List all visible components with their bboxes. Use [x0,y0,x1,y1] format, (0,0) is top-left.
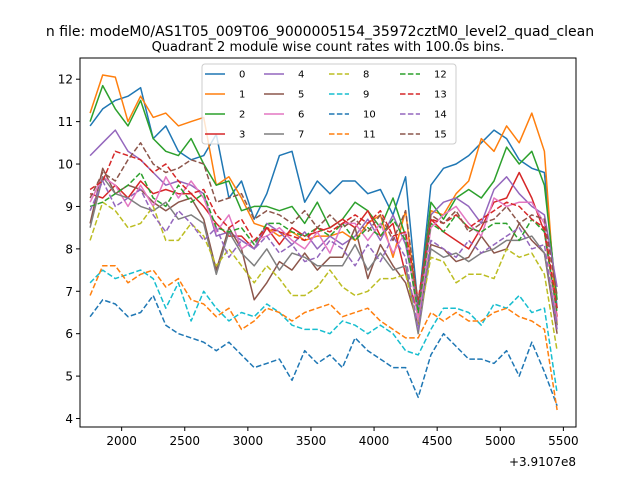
legend-label-2: 2 [239,110,245,121]
legend-label-6: 6 [298,110,304,121]
x-axis-offset-label: +3.9107e8 [509,455,576,469]
y-tick-label: 11 [58,115,73,129]
legend-label-7: 7 [298,130,304,141]
axes-frame [79,57,577,428]
series-line-9 [89,269,558,394]
x-tick-label: 5500 [548,434,579,448]
y-tick-label: 9 [65,200,73,214]
legend-label-5: 5 [298,90,304,101]
series-line-2 [89,84,558,314]
y-tick-label: 4 [65,412,73,426]
legend-label-10: 10 [363,110,376,121]
y-axis: 4 5 6 7 8 9 10 11 12 [58,73,80,426]
y-tick-label: 8 [65,242,73,256]
x-axis: 2000 2500 3000 3500 4000 4500 5000 5500 [106,427,579,448]
series-line-10 [89,294,558,407]
legend-box [201,63,457,145]
series-line-15 [89,142,558,305]
legend-label-4: 4 [298,70,304,81]
figure-suptitle: n file: modeM0/AS1T05_009T06_9000005154_… [46,24,594,40]
x-tick-label: 2500 [169,434,200,448]
plot-series-group [89,74,558,411]
series-line-6 [89,176,558,322]
legend-label-9: 9 [363,90,369,101]
series-line-13 [89,150,558,309]
y-tick-label: 7 [65,285,73,299]
series-line-7 [89,176,558,335]
series-line-8 [89,201,558,351]
x-tick-label: 3000 [233,434,264,448]
x-tick-label: 4000 [359,434,390,448]
series-line-11 [89,265,558,411]
series-line-14 [89,180,558,331]
x-tick-label: 2000 [106,434,137,448]
legend-label-1: 1 [239,90,245,101]
legend-label-3: 3 [239,130,245,141]
chart-title: Quadrant 2 module wise count rates with … [152,40,505,55]
x-tick-label: 3500 [296,434,327,448]
series-line-1 [89,74,558,326]
y-tick-label: 10 [58,158,73,172]
legend-label-13: 13 [434,90,447,101]
legend-label-8: 8 [363,70,369,81]
y-tick-label: 12 [58,73,73,87]
legend-label-12: 12 [434,70,447,81]
legend-label-15: 15 [434,130,447,141]
series-line-5 [89,167,558,334]
y-tick-label: 6 [65,327,73,341]
legend-label-11: 11 [363,130,376,141]
legend-label-0: 0 [239,70,245,81]
x-tick-label: 4500 [422,434,453,448]
y-tick-label: 5 [65,370,73,384]
x-tick-label: 5000 [485,434,516,448]
legend-label-14: 14 [434,110,447,121]
